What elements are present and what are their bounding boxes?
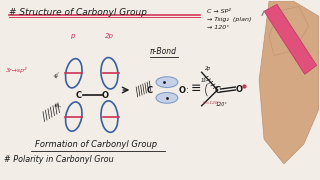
Text: π-Bond: π-Bond [149,47,176,56]
Text: ≡: ≡ [190,82,201,94]
Text: p: p [69,33,74,39]
Text: O: O [102,91,109,100]
Text: C: C [76,91,82,100]
Text: sp²: sp² [53,71,62,79]
Text: O: O [178,86,185,95]
Ellipse shape [156,77,178,87]
Text: sp²: sp² [53,102,62,111]
Ellipse shape [156,93,178,103]
Polygon shape [269,6,309,56]
Text: C: C [147,86,153,95]
Text: O: O [236,85,243,94]
Text: C → SP²: C → SP² [207,9,230,14]
Text: :: : [186,86,188,94]
Text: Formation of Carbonyl Group: Formation of Carbonyl Group [35,140,156,149]
Text: # Polarity in Carbonyl Grou: # Polarity in Carbonyl Grou [4,155,114,164]
Text: 2p: 2p [105,33,114,39]
Text: 1s: 1s [201,78,206,83]
Text: → 120°: → 120° [207,25,229,30]
Text: 2p: 2p [204,66,211,71]
Polygon shape [259,1,319,164]
Polygon shape [264,4,316,74]
Text: C: C [214,86,220,95]
Text: 120°: 120° [215,102,228,107]
Text: 3r→sp²: 3r→sp² [6,67,28,73]
Text: β=120°: β=120° [203,101,220,105]
Text: # Structure of Carbonyl Group: # Structure of Carbonyl Group [9,8,147,17]
Text: → Tsig₂  (plan): → Tsig₂ (plan) [207,17,251,22]
